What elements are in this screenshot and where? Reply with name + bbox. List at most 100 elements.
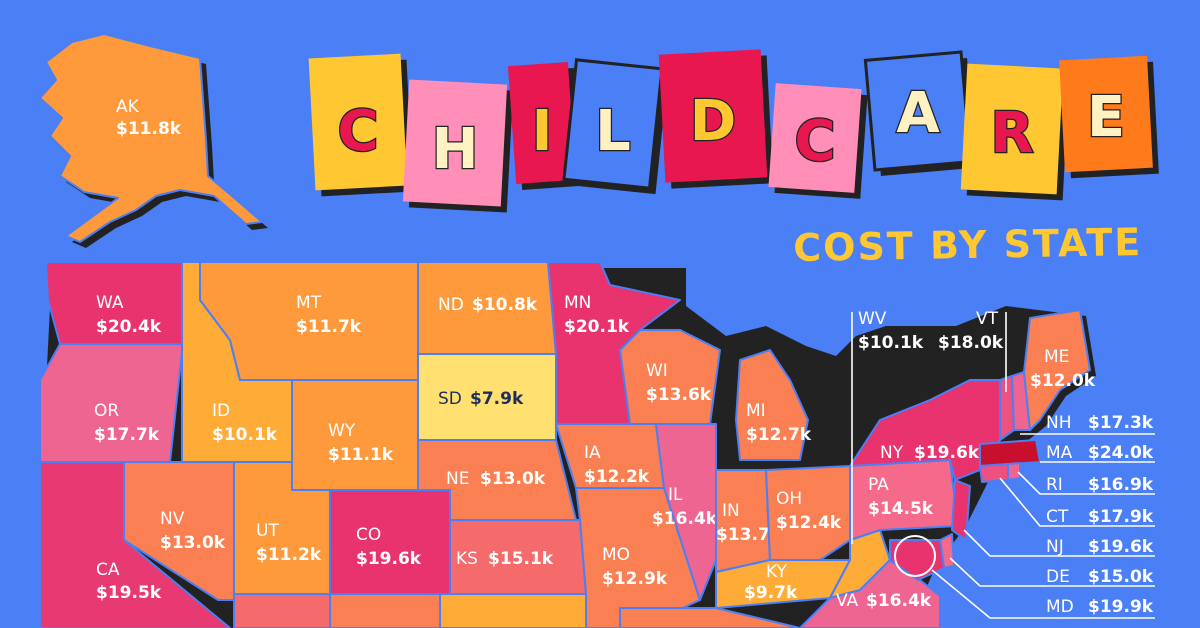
state-code: MN	[564, 293, 591, 313]
state-code: NV	[160, 509, 185, 529]
state-code: WV	[858, 309, 887, 329]
state-code: ME	[1044, 347, 1069, 367]
state-value: $10.1k	[858, 333, 924, 353]
state-code: ID	[212, 401, 230, 421]
state-value: $13.0k	[160, 533, 226, 553]
state-value: $11.7k	[296, 317, 362, 337]
state-value: $13.7k	[716, 525, 782, 545]
state-mi: MI $12.7k	[735, 349, 812, 461]
state-nj	[951, 479, 971, 541]
title-tile-i: I	[507, 62, 583, 190]
state-value: $13.0k	[480, 469, 546, 489]
state-code: CT	[1046, 507, 1069, 527]
state-value: $16.9k	[1088, 475, 1154, 495]
state-value: $9.7k	[744, 583, 798, 603]
title-tile-d: D	[658, 49, 774, 189]
state-code: MO	[602, 545, 630, 565]
state-il: IL $16.4k	[652, 423, 718, 601]
state-ca: CA $19.5k	[39, 461, 231, 628]
state-sd: SD $7.9k	[417, 353, 557, 441]
state-wa: WA $20.4k	[45, 261, 183, 345]
state-value: $12.2k	[584, 467, 650, 487]
state-value: $19.5k	[96, 583, 162, 603]
state-nd: ND $10.8k	[417, 261, 557, 355]
callout-de: DE $15.0k	[949, 557, 1155, 587]
state-code: ND	[438, 295, 464, 315]
subtitle: COST BY STATE	[793, 220, 1143, 270]
callout-ct: CT $17.9k	[999, 477, 1155, 527]
callout-nj: NJ $19.6k	[963, 529, 1155, 557]
callout-ma: MA $24.0k	[1040, 443, 1155, 463]
state-shape	[39, 33, 263, 243]
title-letter: C	[337, 99, 378, 164]
state-value: $11.2k	[256, 545, 322, 565]
state-code: NH	[1046, 413, 1072, 433]
state-code: OH	[776, 489, 802, 509]
state-ma	[979, 439, 1041, 467]
leader-line	[1017, 471, 1155, 495]
state-value: $11.1k	[328, 445, 394, 465]
state-nv: NV $13.0k	[123, 461, 235, 601]
state-code: AK	[116, 97, 140, 117]
state-value: $15.0k	[1088, 567, 1154, 587]
leader-line	[963, 529, 1155, 557]
state-code: KS	[456, 549, 478, 569]
state-code: CO	[356, 525, 381, 545]
state-code: NJ	[1046, 537, 1064, 557]
state-value: $10.1k	[212, 425, 278, 445]
state-wy: WY $11.1k	[291, 379, 419, 491]
state-value: $10.8k	[472, 295, 538, 315]
title-letter: C	[794, 109, 835, 174]
lower-48: WA $20.4k OR $17.7k CA $19.5k ID $10.1k …	[39, 261, 1096, 628]
title-tile-c1: C	[308, 53, 414, 197]
state-value: $12.4k	[776, 513, 842, 533]
callout-ri: RI $16.9k	[1017, 471, 1155, 495]
title-tile-r: R	[960, 63, 1070, 201]
state-value: $16.4k	[866, 591, 932, 611]
state-code: NY	[880, 443, 904, 463]
callout-md: MD $19.9k	[931, 569, 1155, 619]
state-code: UT	[256, 521, 279, 541]
state-code: PA	[868, 475, 889, 495]
state-value: $15.1k	[488, 549, 554, 569]
title-letter: I	[532, 99, 553, 164]
state-ri	[1007, 462, 1021, 481]
state-code: RI	[1046, 475, 1063, 495]
state-or: OR $17.7k	[39, 343, 183, 463]
state-value: $24.0k	[1088, 443, 1154, 463]
state-pa: PA $14.5k	[849, 459, 959, 541]
state-value: $18.0k	[938, 333, 1004, 353]
state-value: $12.7k	[746, 425, 812, 445]
title-letter: R	[990, 101, 1033, 166]
title-tile-h: H	[402, 79, 514, 213]
state-ut: UT $11.2k	[233, 461, 331, 595]
state-ak: AK $11.8k	[39, 33, 268, 248]
state-value: $12.9k	[602, 569, 668, 589]
state-code: IN	[722, 501, 740, 521]
state-value: $17.9k	[1088, 507, 1154, 527]
title-letter: H	[432, 117, 479, 182]
state-value: $13.6k	[646, 385, 712, 405]
state-code: MI	[746, 401, 766, 421]
state-value: $17.3k	[1088, 413, 1154, 433]
state-code: OR	[94, 401, 119, 421]
state-value: $7.9k	[470, 389, 524, 409]
state-ia: IA $12.2k	[555, 423, 665, 489]
state-ct	[979, 463, 1009, 483]
state-value: $19.9k	[1088, 597, 1154, 617]
state-oh: OH $12.4k	[765, 465, 851, 561]
title-letter: A	[896, 81, 940, 146]
state-code: KY	[766, 562, 788, 582]
title-letter: L	[595, 99, 631, 164]
state-mo: MO $12.9k	[575, 487, 701, 628]
state-value: $11.8k	[116, 119, 182, 139]
state-me: ME $12.0k	[1023, 309, 1096, 431]
state-ny: NY $19.6k	[849, 379, 1001, 481]
state-ks: KS $15.1k	[449, 519, 587, 595]
southeast-filler	[619, 607, 801, 628]
title-tile-a: A	[863, 50, 977, 176]
state-code: IL	[668, 485, 683, 505]
state-code: MA	[1046, 443, 1073, 463]
state-code: VA	[836, 591, 859, 611]
